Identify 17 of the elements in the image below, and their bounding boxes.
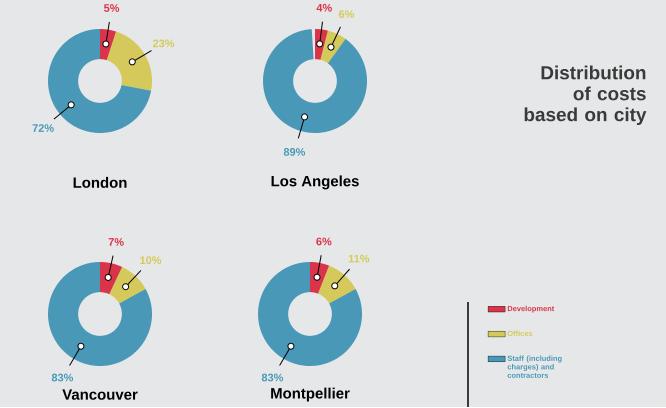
text: Los Angeles bbox=[272, 176, 359, 190]
data-label: 11% bbox=[348, 254, 370, 263]
data-label: 5% bbox=[104, 4, 120, 12]
text: Montpellier bbox=[271, 388, 350, 402]
data-label: 89% bbox=[284, 148, 306, 156]
text: Vancouver bbox=[62, 390, 138, 400]
text: Distribution of costs based on city bbox=[524, 66, 646, 126]
data-label: 6% bbox=[316, 238, 332, 246]
data-label: 72% bbox=[32, 124, 54, 132]
text: London bbox=[74, 177, 126, 188]
data-label: 6% bbox=[338, 10, 354, 18]
data-label: 7% bbox=[108, 238, 124, 246]
data-label: 10% bbox=[140, 256, 162, 264]
data-label: 83% bbox=[262, 374, 284, 382]
data-label: 4% bbox=[316, 4, 332, 12]
data-label: 83% bbox=[52, 374, 74, 382]
data-label: 23% bbox=[152, 40, 174, 48]
